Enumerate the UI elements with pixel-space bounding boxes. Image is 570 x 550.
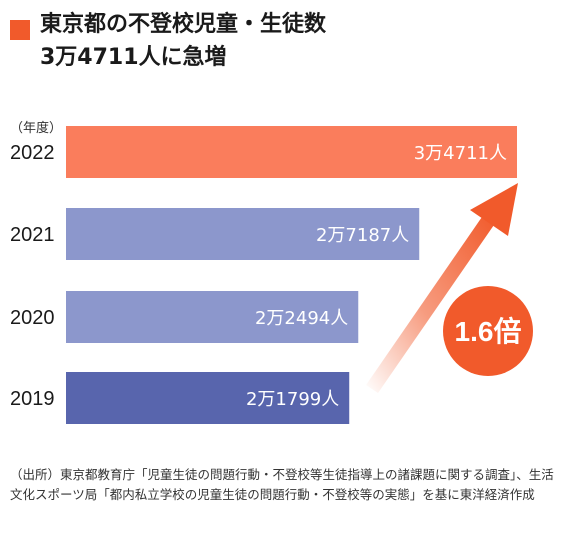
title-line-1: 東京都の不登校児童・生徒数 — [40, 12, 327, 37]
growth-badge — [443, 286, 533, 376]
bar-chart: 2022 3万4711人 2021 2万7187人 2020 2万2494人 2019 2万1… — [10, 120, 533, 424]
chart-title: 東京都の不登校児童・生徒数 3万4711人に急増 — [10, 8, 560, 74]
value-label-2020: 2万2494人 — [255, 308, 348, 329]
value-label-2021: 2万7187人 — [316, 225, 409, 246]
source-note: （出所）東京都教育庁「児童生徒の問題行動・不登校等生徒指導上の諸課題に関する調査… — [10, 467, 554, 502]
bar-2020 — [66, 291, 359, 343]
year-label-2020: 2020 — [10, 307, 55, 329]
title-marker-square — [10, 20, 30, 40]
bar-2019 — [66, 372, 350, 424]
year-unit-label: （年度） — [10, 120, 62, 136]
value-label-2019: 2万1799人 — [246, 389, 339, 410]
growth-arrow-head — [470, 183, 518, 236]
bar-2021 — [66, 208, 420, 260]
year-label-2021: 2021 — [10, 224, 55, 246]
year-label-2022: 2022 — [10, 142, 55, 164]
growth-arrow-shaft — [366, 214, 496, 393]
bar-2022 — [66, 126, 517, 178]
growth-badge-label: 1.6倍 — [455, 315, 522, 347]
title-line-2: 3万4711人に急増 — [40, 45, 227, 70]
year-label-2019: 2019 — [10, 388, 55, 410]
value-label-2022: 3万4711人 — [414, 143, 507, 164]
